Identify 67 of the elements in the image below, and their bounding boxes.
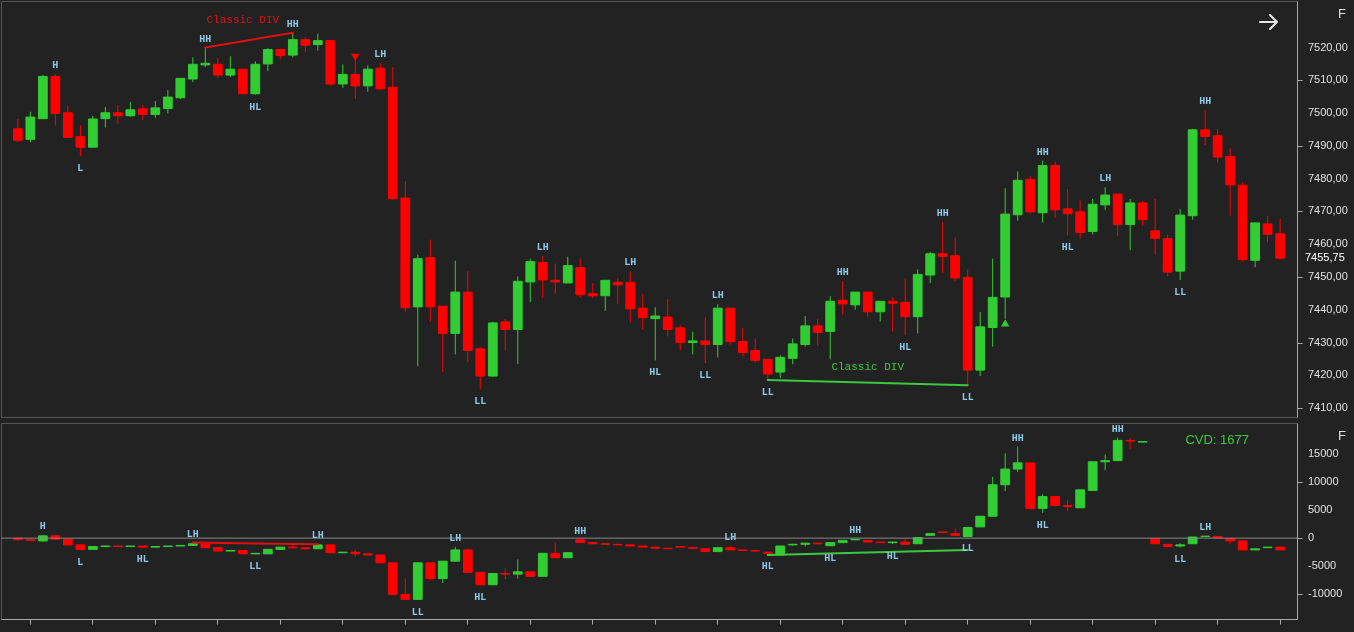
annotation: HH xyxy=(574,525,587,537)
annotation: LH xyxy=(1099,173,1112,185)
annotation: HH xyxy=(1036,146,1049,158)
text: 7455,75 xyxy=(1305,251,1345,264)
text: F xyxy=(1338,428,1347,443)
y-tick-label: 5000 xyxy=(1308,503,1333,516)
annotation: LH xyxy=(1199,521,1212,533)
y-tick-label: 7460,00 xyxy=(1308,237,1348,250)
annotation: LL xyxy=(474,396,487,408)
annotation: LH xyxy=(311,530,324,542)
annotation: H xyxy=(52,60,59,72)
y-tick-label: 7440,00 xyxy=(1308,302,1348,315)
annotation: LL xyxy=(761,386,774,398)
annotation: HL xyxy=(824,552,837,564)
annotation: HL xyxy=(474,592,487,604)
annotation: HL xyxy=(1036,519,1049,531)
annotation: HL xyxy=(136,554,149,566)
annotation: LH xyxy=(624,257,637,269)
annotation: HL xyxy=(249,101,262,113)
annotation: HL xyxy=(899,342,912,354)
annotation: LL xyxy=(411,606,424,618)
y-tick-label: 7410,00 xyxy=(1308,401,1348,414)
y-tick-label: 7450,00 xyxy=(1308,270,1348,283)
annotation: CVD: 1677 xyxy=(1185,432,1249,447)
annotation: LL xyxy=(1174,554,1187,566)
annotation: HL xyxy=(649,367,662,379)
y-tick-label: -5000 xyxy=(1308,559,1337,572)
y-tick-label: 15000 xyxy=(1308,446,1339,459)
y-tick-label: 7420,00 xyxy=(1308,368,1348,381)
y-tick-label: 10000 xyxy=(1308,474,1339,487)
annotation: LL xyxy=(1174,286,1187,298)
annotation: LL xyxy=(961,543,974,555)
annotation: HH xyxy=(199,33,212,45)
series-label: Classic DIV xyxy=(206,13,280,26)
annotation: HL xyxy=(761,560,774,572)
annotation: LH xyxy=(449,532,462,544)
y-tick-label: 7470,00 xyxy=(1308,204,1348,217)
text: F xyxy=(1338,6,1347,21)
series-label: Classic DIV xyxy=(831,360,905,373)
annotation: LL xyxy=(249,561,262,573)
annotation: LH xyxy=(711,290,724,302)
annotation: LL xyxy=(699,370,712,382)
y-tick-label: 7520,00 xyxy=(1308,40,1348,53)
y-tick-label: 0 xyxy=(1308,531,1315,544)
annotation: HH xyxy=(1199,95,1212,107)
annotation: HH xyxy=(849,524,862,536)
y-tick-label: -10000 xyxy=(1308,587,1343,600)
annotation: LH xyxy=(186,529,199,541)
annotation: H xyxy=(39,520,46,532)
annotation: HH xyxy=(836,267,849,279)
annotation: L xyxy=(77,163,84,175)
annotation: L xyxy=(77,556,84,568)
annotation: HL xyxy=(1061,242,1074,254)
y-tick-label: 7500,00 xyxy=(1308,106,1348,119)
annotation: LH xyxy=(724,532,737,544)
annotation: HH xyxy=(936,207,949,219)
annotation: HH xyxy=(1011,432,1024,444)
annotation: LH xyxy=(374,49,387,61)
annotation: LH xyxy=(536,241,549,253)
annotation: HL xyxy=(886,551,899,563)
annotation: LL xyxy=(961,392,974,404)
y-tick-label: 7490,00 xyxy=(1308,138,1348,151)
y-tick-label: 7510,00 xyxy=(1308,73,1348,86)
annotation: HH xyxy=(286,18,299,30)
y-tick-label: 7430,00 xyxy=(1308,335,1348,348)
y-tick-label: 7480,00 xyxy=(1308,171,1348,184)
annotation: HH xyxy=(1111,423,1124,435)
